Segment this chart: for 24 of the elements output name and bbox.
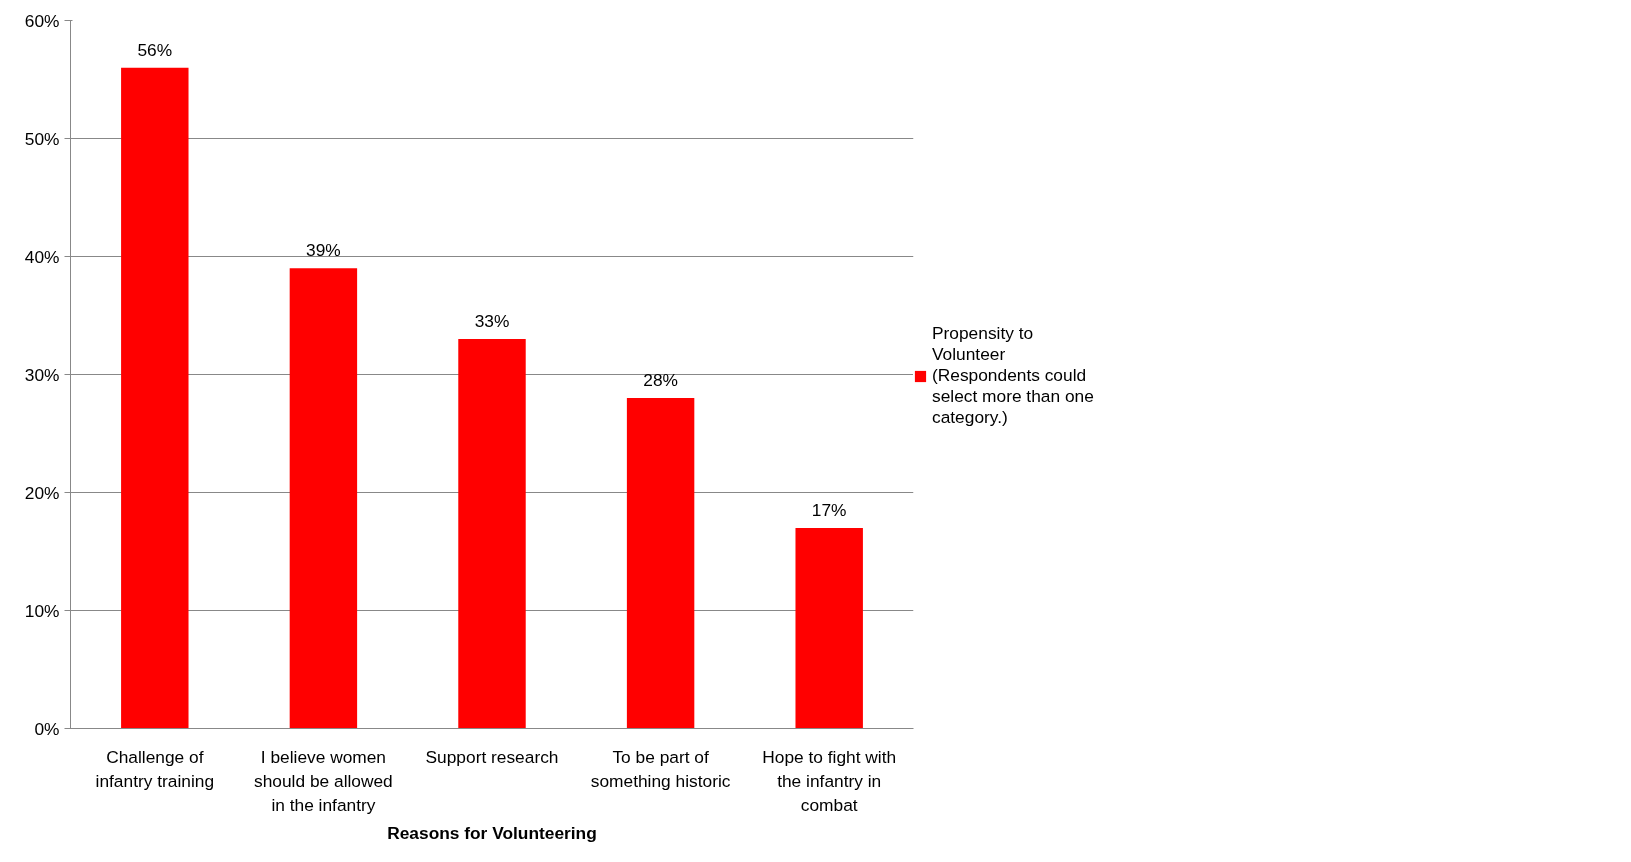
data-label: 56% [137,39,173,60]
x-axis-title: Reasons for Volunteering [387,822,597,843]
bar [458,339,526,729]
y-tick-label: 60% [24,10,60,31]
legend-label: Propensity to Volunteer (Respondents could select more than one category.) [932,323,1094,428]
y-tick-label: 20% [24,482,60,503]
y-tick-label: 10% [24,600,60,621]
bar [289,268,358,729]
data-label: 17% [811,499,847,520]
bar [795,527,863,729]
data-label: 33% [474,311,510,332]
y-tick-label: 30% [24,364,60,385]
bar [121,67,189,729]
x-tick-label: Challenge of infantry training [95,746,215,791]
x-tick-label: Hope to fight with the infantry in combat [762,746,897,815]
y-tick-label: 50% [24,128,60,149]
x-tick-label: To be part of something historic [590,746,731,791]
x-tick-label: Support research [425,746,559,767]
x-tick-label: I believe women should be allowed in the infantry [254,746,393,815]
data-label: 28% [643,370,678,391]
bar [626,398,695,729]
y-tick-label: 40% [24,246,60,267]
y-tick-label: 0% [34,718,60,739]
data-label: 39% [306,240,341,261]
